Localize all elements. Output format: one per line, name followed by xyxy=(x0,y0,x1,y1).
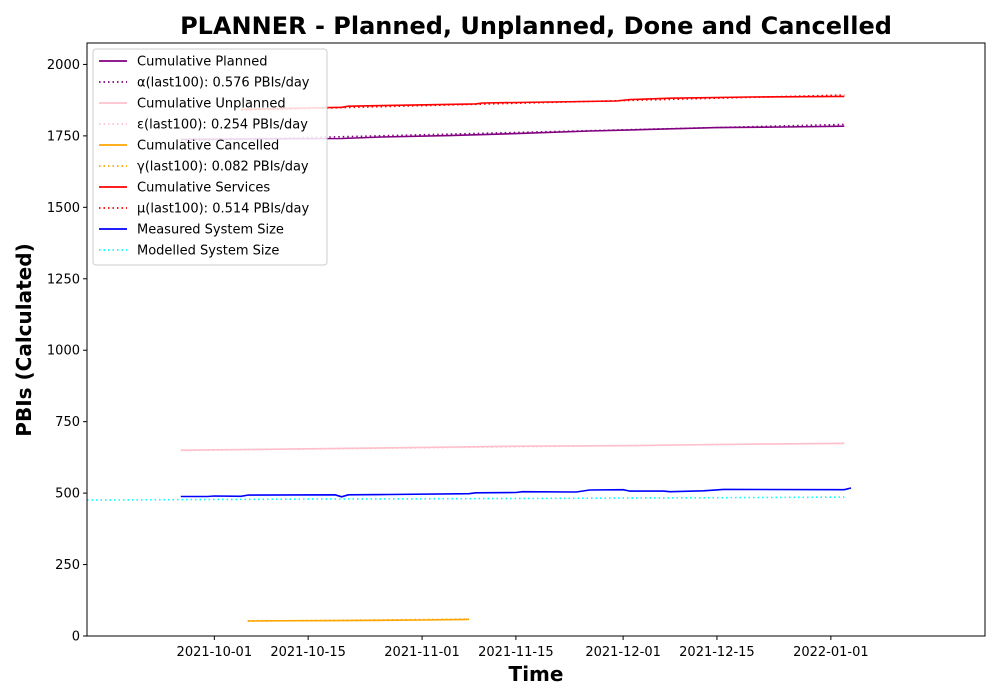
legend-label-cumulative-services: Cumulative Services xyxy=(137,181,270,196)
x-tick-label: 2021-11-15 xyxy=(478,645,554,660)
y-tick-label: 250 xyxy=(55,558,80,573)
x-tick-label: 2021-10-01 xyxy=(177,645,253,660)
legend-label-last100-0-254-pbis-day: ε(last100): 0.254 PBIs/day xyxy=(137,118,308,133)
legend-label-measured-system-size: Measured System Size xyxy=(137,223,284,238)
y-tick-label: 1250 xyxy=(47,272,80,287)
x-tick-label: 2021-12-01 xyxy=(585,645,661,660)
legend-label-cumulative-planned: Cumulative Planned xyxy=(137,55,267,70)
y-tick-label: 1750 xyxy=(47,129,80,144)
x-tick-label: 2021-12-15 xyxy=(679,645,755,660)
y-tick-label: 750 xyxy=(55,415,80,430)
x-axis-label: Time xyxy=(509,662,564,686)
legend-label-last100-0-082-pbis-day: γ(last100): 0.082 PBIs/day xyxy=(137,160,309,175)
legend-label-modelled-system-size: Modelled System Size xyxy=(137,244,279,259)
legend-label-cumulative-unplanned: Cumulative Unplanned xyxy=(137,97,286,112)
series-line-measured-system-size xyxy=(180,487,852,498)
series-line-cumulative-planned xyxy=(180,125,845,141)
y-tick-label: 0 xyxy=(72,630,80,645)
series-line-cumulative-cancelled xyxy=(247,618,470,622)
y-tick-label: 1500 xyxy=(47,201,80,216)
legend-label-cumulative-cancelled: Cumulative Cancelled xyxy=(137,139,279,154)
plot-frame xyxy=(86,42,986,637)
series-line-modelled-system-size xyxy=(86,496,845,501)
y-tick-label: 1000 xyxy=(47,344,80,359)
legend-label-last100-0-514-pbis-day: μ(last100): 0.514 PBIs/day xyxy=(137,202,309,217)
y-axis-label: PBIs (Calculated) xyxy=(12,243,36,436)
x-tick-label: 2022-01-01 xyxy=(793,645,869,660)
plot-area xyxy=(86,94,852,622)
x-tick-label: 2021-10-15 xyxy=(270,645,346,660)
x-tick-label: 2021-11-01 xyxy=(384,645,460,660)
chart-title: PLANNER - Planned, Unplanned, Done and C… xyxy=(180,12,892,40)
axis-ticks: 0 250 500 750 1000 1250 1500 1750 2000 2021-10-01… xyxy=(47,58,869,660)
y-tick-label: 2000 xyxy=(47,58,80,73)
series-line-last100-0-514-pbis-day xyxy=(241,94,845,111)
legend-label-last100-0-576-pbis-day: α(last100): 0.576 PBIs/day xyxy=(137,76,310,91)
series-line-last100-0-082-pbis-day xyxy=(247,618,470,622)
legend: Cumulative Planned α(last100): 0.576 PBIs… xyxy=(92,48,328,266)
legend-box xyxy=(92,48,328,266)
y-tick-label: 500 xyxy=(55,487,80,502)
